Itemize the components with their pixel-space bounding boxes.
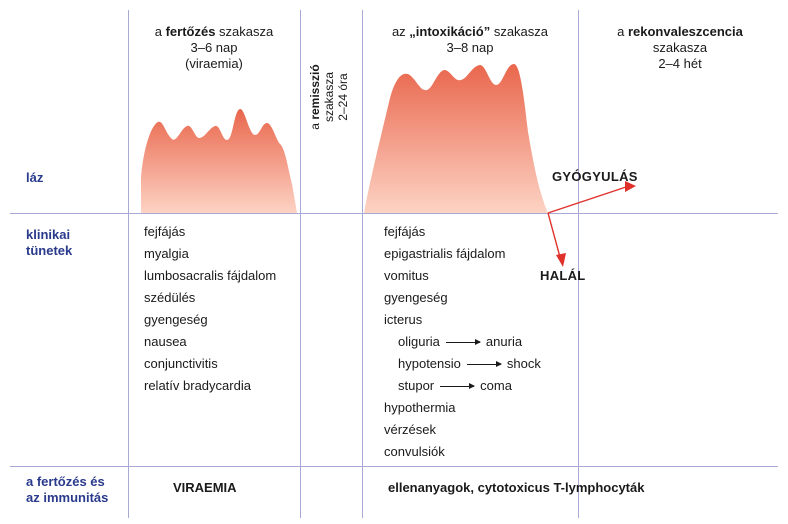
symptom-item: vomitus <box>384 268 429 283</box>
grid-line-vertical-3 <box>362 10 363 518</box>
grid-line-vertical-2 <box>300 10 301 518</box>
symptom-item: gyengeség <box>144 312 208 327</box>
recovery-arrow <box>547 186 627 214</box>
phase-duration: 3–6 nap <box>190 40 238 55</box>
symptom-progression: hypotensio shock <box>384 353 541 375</box>
phase-duration: 2–4 hét <box>658 56 702 71</box>
phase-name: „intoxikáció” <box>409 24 491 39</box>
phase-header-intoxication: az „intoxikáció” szakasza 3–8 nap <box>364 24 576 56</box>
row-label-immunity: a fertőzés és az immunitás <box>26 474 108 506</box>
symptom-item: fejfájás <box>384 224 426 239</box>
symptom-item: myalgia <box>144 246 189 261</box>
death-arrow <box>547 212 561 258</box>
death-arrowhead <box>556 253 566 267</box>
fever-curve-infection <box>141 108 297 213</box>
immunity-intoxication: ellenanyagok, cytotoxicus T-lymphocyták <box>388 480 645 495</box>
phase-prefix: a <box>617 24 628 39</box>
arrow-right-icon <box>445 338 481 345</box>
recovery-arrowhead <box>625 181 636 192</box>
phase-header-convalescence: a rekonvaleszcencia szakasza 2–4 hét <box>580 24 780 72</box>
symptom-item: icterus <box>384 312 423 327</box>
symptom-item: convulsiók <box>384 444 445 459</box>
grid-line-horizontal-2 <box>10 466 778 467</box>
phase-suffix: szakasza <box>490 24 549 39</box>
outcome-death: HALÁL <box>540 268 586 283</box>
progression-to: coma <box>480 378 512 393</box>
symptom-item: fejfájás <box>144 224 186 239</box>
phase-prefix: az <box>391 24 410 39</box>
progression-to: anuria <box>485 334 523 349</box>
progression-from: stupor <box>398 378 435 393</box>
phase-suffix: szakasza <box>215 24 274 39</box>
row-label-line: tünetek <box>26 243 73 258</box>
symptom-item: szédülés <box>144 290 196 305</box>
progression-from: hypotensio <box>398 356 461 371</box>
symptom-item: vérzések <box>384 422 437 437</box>
phase-prefix: a <box>154 24 166 39</box>
progression-to: shock <box>506 356 541 371</box>
outcome-recovery: GYÓGYULÁS <box>552 169 638 184</box>
grid-line-horizontal-1 <box>10 213 778 214</box>
grid-line-vertical-1 <box>128 10 129 518</box>
symptom-item: hypothermia <box>384 400 456 415</box>
symptom-list-infection: fejfájás myalgia lumbosacralis fájdalom szé… <box>144 221 276 397</box>
immunity-infection: VIRAEMIA <box>173 480 237 495</box>
progression-from: oliguria <box>398 334 440 349</box>
phase-duration: 3–8 nap <box>446 40 494 55</box>
phase-note: (viraemia) <box>185 56 243 71</box>
fever-curve-intoxication <box>364 64 548 213</box>
symptom-item: gyengeség <box>384 290 448 305</box>
row-label-symptoms: klinikai tünetek <box>26 227 72 259</box>
row-label-line: klinikai <box>26 227 71 242</box>
row-label-line: az immunitás <box>26 490 109 505</box>
symptom-item: nausea <box>144 334 187 349</box>
row-label-line: a fertőzés és <box>26 474 105 489</box>
phase-name: rekonvaleszcencia <box>627 24 743 39</box>
row-label-fever: láz <box>26 170 44 185</box>
phase-suffix: szakasza <box>652 40 708 55</box>
symptom-item: conjunctivitis <box>144 356 218 371</box>
symptom-item: epigastrialis fájdalom <box>384 246 506 261</box>
arrow-right-icon <box>440 382 476 389</box>
symptom-progression: oliguria anuria <box>384 331 541 353</box>
grid-line-vertical-4 <box>578 10 579 518</box>
symptom-progression: stupor coma <box>384 375 541 397</box>
phase-header-infection: a fertőzés szakasza 3–6 nap (viraemia) <box>130 24 298 72</box>
symptom-item: lumbosacralis fájdalom <box>144 268 277 283</box>
symptom-item: relatív bradycardia <box>144 378 251 393</box>
symptom-list-intoxication: fejfájás epigastrialis fájdalom vomitus gye… <box>384 221 541 463</box>
phase-name: fertőzés <box>165 24 216 39</box>
arrow-right-icon <box>466 360 502 367</box>
